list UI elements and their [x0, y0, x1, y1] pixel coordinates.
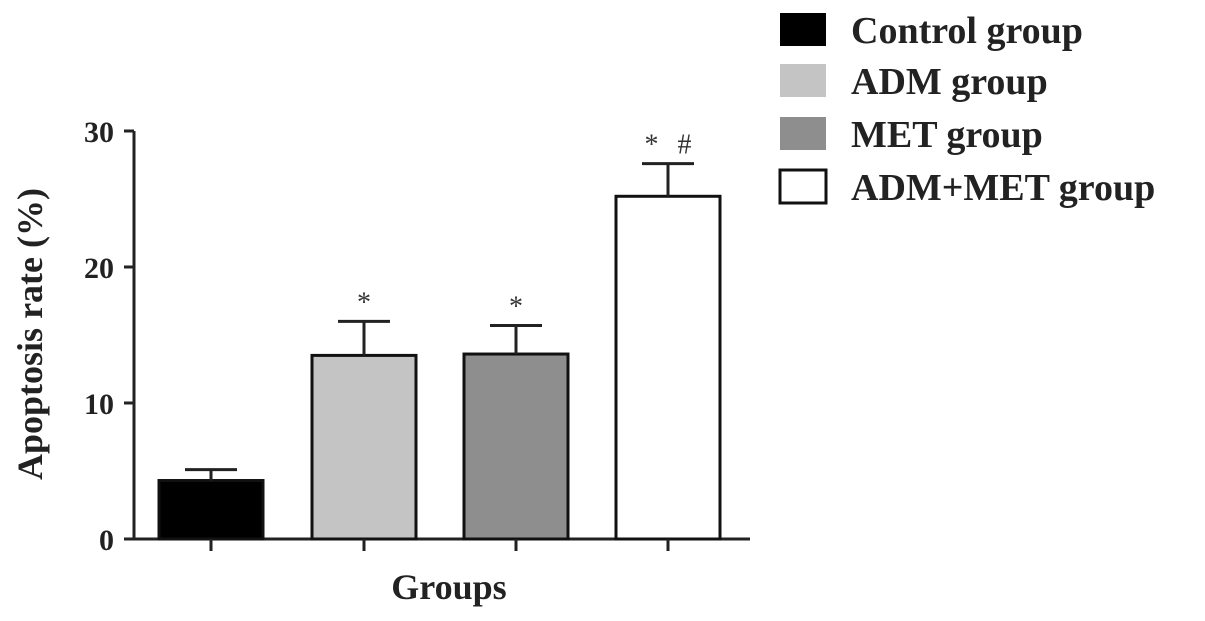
legend-label-3: MET group [851, 114, 1043, 156]
bar-3 [462, 352, 570, 541]
legend-swatch-4 [778, 168, 828, 205]
legend: Control group ADM group MET group ADM+MET g… [778, 10, 1155, 209]
legend-swatch-3 [780, 117, 826, 150]
bar-2 [310, 353, 418, 541]
significance-markers: * * * # [357, 130, 692, 323]
significance-label-2: * [357, 287, 371, 318]
x-axis-title: Groups [391, 567, 506, 607]
y-ticks: 0 10 20 30 [84, 116, 134, 557]
legend-swatch-2 [780, 64, 826, 97]
x-ticks [209, 539, 670, 551]
y-axis-title: Apoptosis rate (%) [10, 188, 50, 480]
bars [157, 194, 722, 541]
y-tick-label: 30 [84, 116, 114, 149]
bar-4 [614, 194, 722, 541]
legend-label-1: Control group [851, 10, 1083, 52]
y-tick-label: 0 [99, 524, 114, 557]
legend-label-2: ADM group [851, 61, 1048, 103]
legend-label-4: ADM+MET group [851, 167, 1155, 209]
y-tick-label: 20 [84, 252, 114, 285]
y-tick-label: 10 [84, 388, 114, 421]
legend-swatch-1 [780, 13, 826, 46]
significance-label-3: * [509, 291, 523, 322]
significance-label-4: * # [645, 130, 692, 161]
error-bars [185, 162, 694, 481]
bar-1 [157, 479, 265, 541]
